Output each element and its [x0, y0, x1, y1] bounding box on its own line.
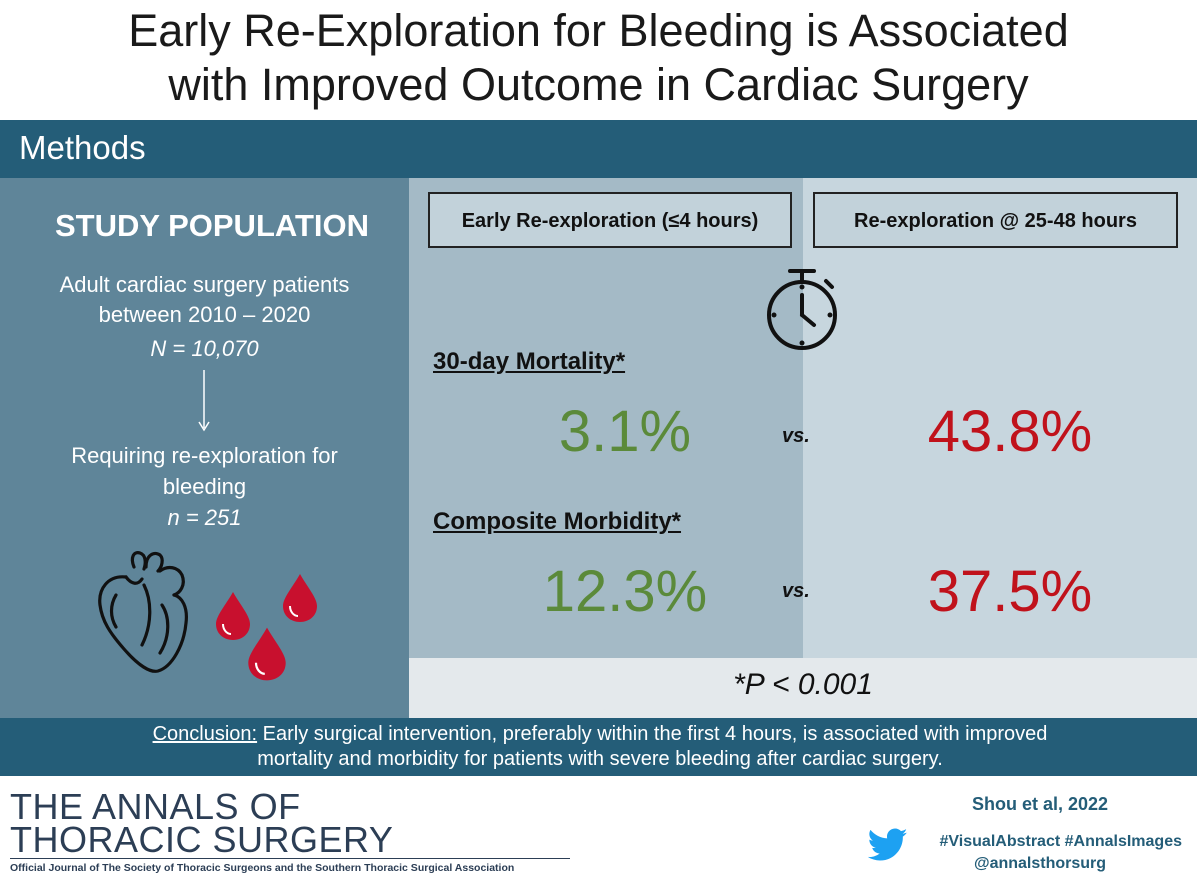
early-group-panel — [409, 178, 803, 658]
vs-label: vs. — [782, 425, 810, 447]
requiring-description: Requiring re-exploration for bleeding — [0, 440, 409, 502]
methods-header: Methods — [0, 120, 1197, 178]
conclusion-text-2: mortality and morbidity for patients wit… — [257, 748, 943, 770]
population-count: N = 10,070 — [150, 336, 259, 361]
morbidity-late-value: 37.5% — [927, 559, 1093, 624]
conclusion-band — [0, 718, 1197, 776]
title-line-2: with Improved Outcome in Cardiac Surgery — [168, 59, 1029, 110]
blood-drop-icon — [283, 574, 317, 622]
mortality-late-value: 43.8% — [927, 399, 1093, 464]
study-population-panel — [0, 178, 409, 718]
journal-line-1: THE ANNALS OF — [10, 786, 301, 827]
heart-icon — [98, 551, 188, 673]
requiring-line-2: bleeding — [162, 474, 247, 499]
methods-label: Methods — [19, 129, 146, 166]
conclusion: Conclusion: Early surgical intervention,… — [30, 722, 1170, 772]
early-reexploration-label: Early Re-exploration (≤4 hours) — [428, 192, 792, 248]
late-reexploration-label: Re-exploration @ 25-48 hours — [813, 192, 1178, 248]
requiring-line-1: Requiring re-exploration for — [71, 443, 338, 468]
journal-subtitle: Official Journal of The Society of Thora… — [10, 862, 515, 874]
conclusion-text-1: Early surgical intervention, preferably … — [257, 723, 1048, 745]
population-line-2: between 2010 – 2020 — [98, 302, 311, 327]
journal-logo: THE ANNALS OF THORACIC SURGERY — [10, 786, 394, 860]
study-population-heading: STUDY POPULATION — [54, 208, 370, 243]
title-line-1: Early Re-Exploration for Bleeding is Ass… — [128, 5, 1069, 56]
morbidity-early-value: 12.3% — [542, 559, 708, 624]
conclusion-line-1: Conclusion: Early surgical intervention,… — [30, 722, 1170, 747]
blood-drop-icon — [216, 592, 250, 640]
population-line-1: Adult cardiac surgery patients — [59, 272, 350, 297]
p-value: *P < 0.001 — [733, 668, 873, 701]
mortality-early-value: 3.1% — [558, 399, 692, 464]
morbidity-label: Composite Morbidity* — [433, 508, 682, 535]
citation: Shou et al, 2022 — [972, 794, 1109, 814]
vs-label: vs. — [782, 580, 810, 602]
requiring-count: n = 251 — [167, 505, 242, 530]
twitter-handle[interactable]: @annalsthorsurg — [973, 855, 1107, 872]
p-value-panel — [409, 658, 1197, 718]
twitter-bird-icon[interactable] — [868, 828, 908, 862]
conclusion-label: Conclusion: — [152, 723, 258, 745]
stopwatch-icon — [767, 269, 837, 350]
late-group-panel — [803, 178, 1197, 658]
page-title: Early Re-Exploration for Bleeding is Ass… — [0, 4, 1197, 112]
journal-divider — [10, 858, 570, 859]
hashtags[interactable]: #VisualAbstract #AnnalsImages — [939, 833, 1182, 850]
down-arrow-icon — [198, 370, 210, 432]
journal-line-2: THORACIC SURGERY — [10, 819, 394, 860]
population-description: Adult cardiac surgery patients between 2… — [0, 270, 409, 330]
blood-drop-icon — [248, 627, 286, 681]
mortality-label: 30-day Mortality* — [433, 348, 626, 375]
